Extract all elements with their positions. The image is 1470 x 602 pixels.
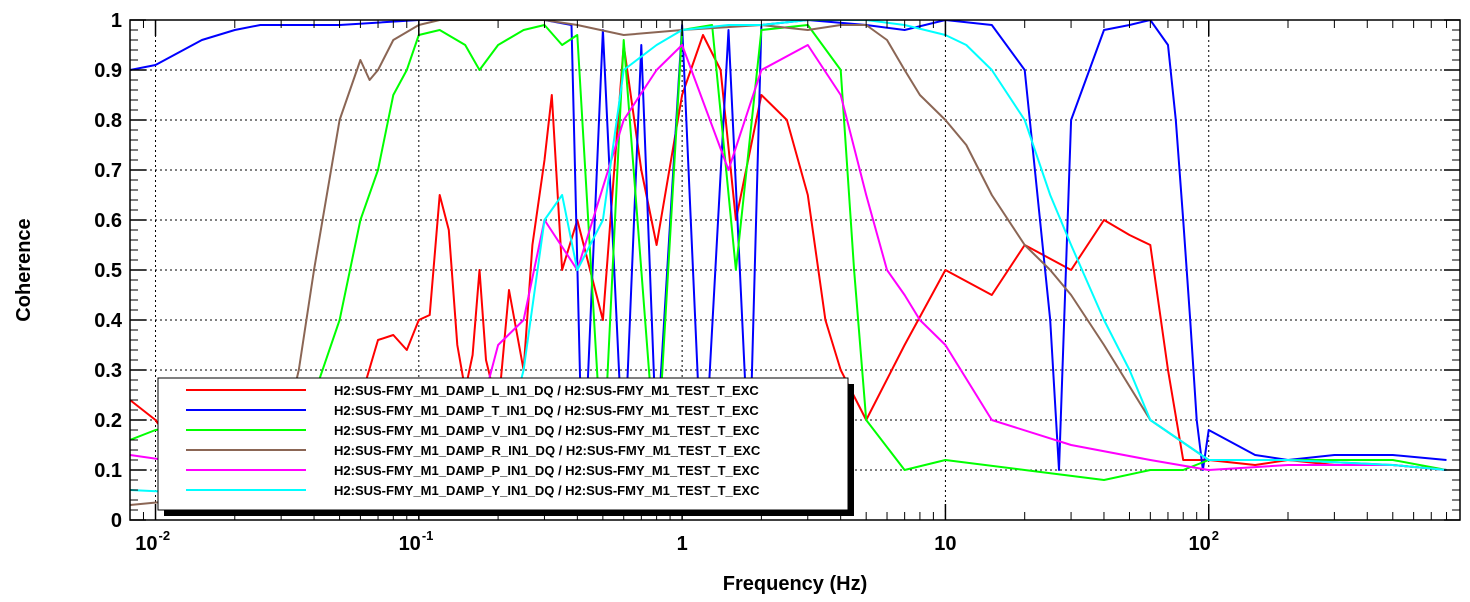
x-tick-base: 10 [399, 533, 421, 555]
legend-entry-0: H2:SUS-FMY_M1_DAMP_L_IN1_DQ / H2:SUS-FMY… [334, 383, 759, 398]
y-tick-label: 0.7 [94, 160, 122, 182]
legend-entry-3: H2:SUS-FMY_M1_DAMP_R_IN1_DQ / H2:SUS-FMY… [334, 443, 761, 458]
x-tick-exponent: -1 [422, 528, 434, 543]
y-tick-label: 0.8 [94, 110, 122, 132]
legend-entry-1: H2:SUS-FMY_M1_DAMP_T_IN1_DQ / H2:SUS-FMY… [334, 403, 759, 418]
x-tick-label: 10 -2 [135, 528, 170, 555]
x-tick-label: 10 -1 [399, 528, 434, 555]
series-line-5 [130, 20, 1447, 511]
legend-entry-4: H2:SUS-FMY_M1_DAMP_P_IN1_DQ / H2:SUS-FMY… [334, 463, 760, 478]
y-tick-label: 0.6 [94, 210, 122, 232]
y-tick-label: 0.3 [94, 360, 122, 382]
y-tick-label: 0.1 [94, 460, 122, 482]
x-tick-label: 10 2 [1188, 528, 1218, 555]
y-tick-label: 0.2 [94, 410, 122, 432]
y-tick-label: 1 [111, 10, 122, 32]
x-tick-base: 10 [1188, 533, 1210, 555]
legend: H2:SUS-FMY_M1_DAMP_L_IN1_DQ / H2:SUS-FMY… [157, 377, 854, 516]
x-tick-exponent: 2 [1212, 528, 1219, 543]
x-tick-base: 10 [135, 533, 157, 555]
y-axis-label: Coherence [13, 218, 35, 321]
x-axis-label: Frequency (Hz) [723, 573, 867, 595]
series-line-2 [130, 24, 1447, 481]
legend-entry-2: H2:SUS-FMY_M1_DAMP_V_IN1_DQ / H2:SUS-FMY… [334, 423, 760, 438]
x-tick-label: 10 [934, 533, 956, 555]
y-tick-label: 0.5 [94, 260, 122, 282]
y-tick-label: 0.4 [94, 310, 123, 332]
y-tick-label: 0 [111, 510, 122, 532]
x-tick-base: 1 [677, 533, 688, 555]
x-tick-label: 1 [677, 533, 688, 555]
x-tick-base: 10 [934, 533, 956, 555]
legend-entry-5: H2:SUS-FMY_M1_DAMP_Y_IN1_DQ / H2:SUS-FMY… [334, 483, 760, 498]
legend-box [157, 377, 849, 511]
x-tick-exponent: -2 [159, 528, 171, 543]
y-tick-label: 0.9 [94, 60, 122, 82]
